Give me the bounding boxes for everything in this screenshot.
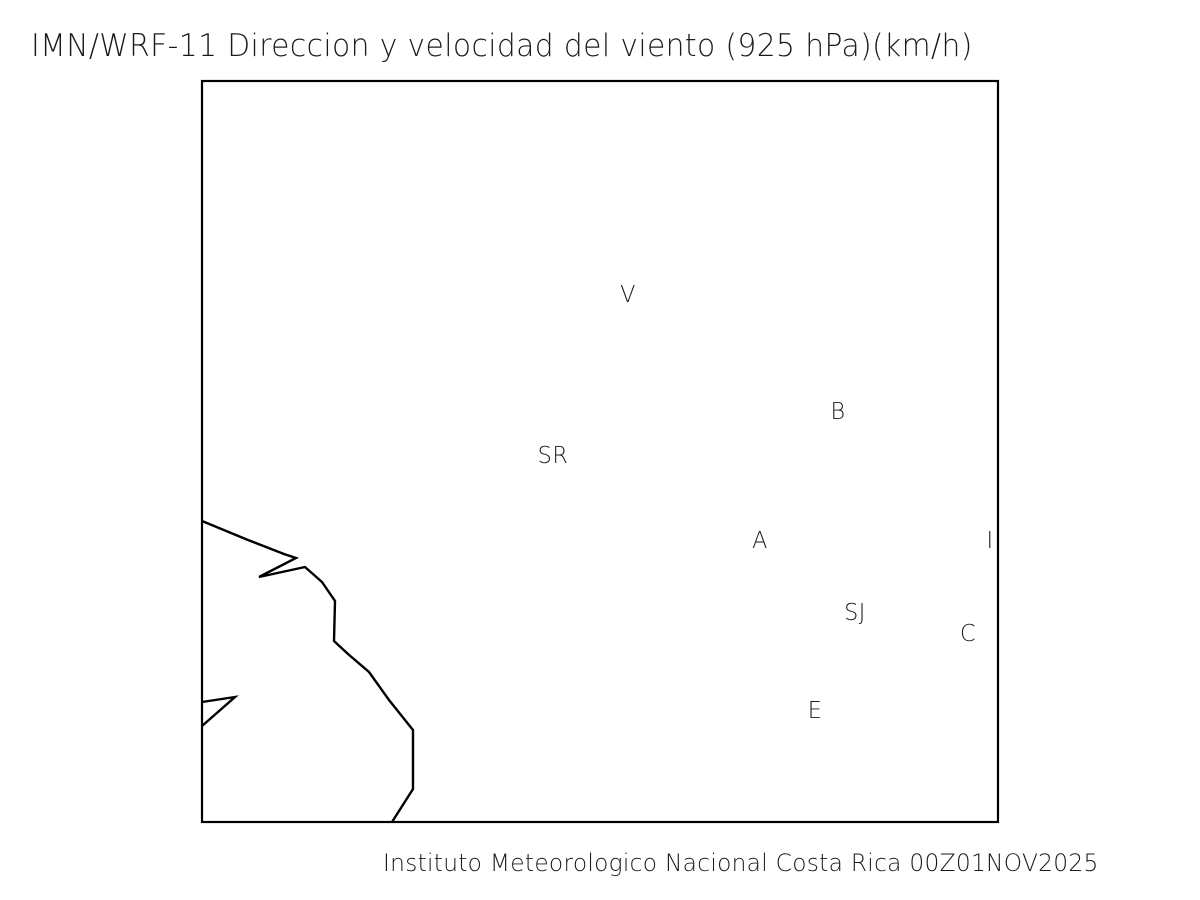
- station-e-label: E: [807, 698, 823, 724]
- station-v-label: V: [620, 282, 636, 308]
- station-sj-label: SJ: [844, 600, 866, 626]
- station-i-label: I: [986, 528, 994, 554]
- page-title: IMN/WRF-11 Direccion y velocidad del vie…: [31, 28, 973, 64]
- station-c-label: C: [959, 621, 977, 647]
- figure-caption: Instituto Meteorologico Nacional Costa R…: [383, 849, 1099, 877]
- station-b-label: B: [830, 399, 846, 425]
- coastline-group: [201, 519, 415, 823]
- station-sr-label: SR: [537, 443, 569, 469]
- station-a-label: A: [752, 528, 768, 554]
- map-frame-border: [200, 79, 1000, 824]
- coastline-pacific-coast-main: [201, 519, 415, 823]
- coastline-small-peninsula: [201, 695, 239, 727]
